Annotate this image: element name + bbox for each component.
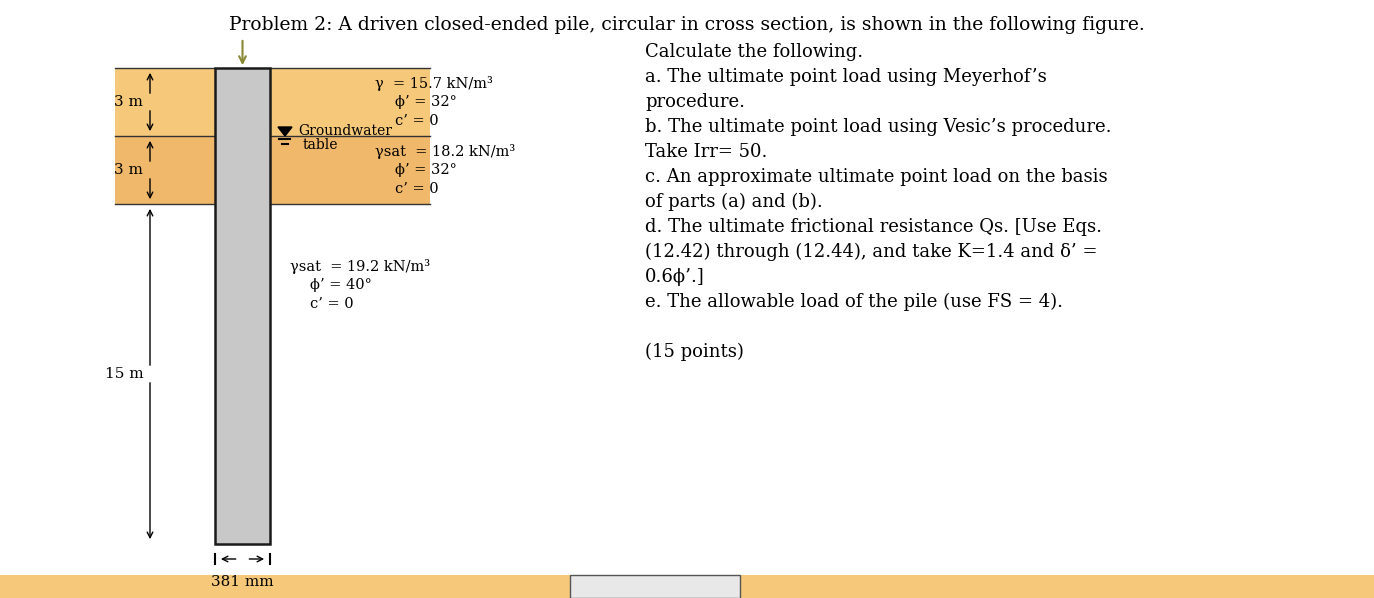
Text: 381 mm: 381 mm xyxy=(212,575,273,589)
Text: Groundwater: Groundwater xyxy=(298,124,392,138)
Bar xyxy=(0,575,1374,598)
Text: procedure.: procedure. xyxy=(644,93,745,111)
Text: c’ = 0: c’ = 0 xyxy=(311,297,353,311)
Text: Problem 2: A driven closed-ended pile, circular in cross section, is shown in th: Problem 2: A driven closed-ended pile, c… xyxy=(229,16,1145,34)
Text: d. The ultimate frictional resistance Qs. [Use Eqs.: d. The ultimate frictional resistance Qs… xyxy=(644,218,1102,236)
Text: b. The ultimate point load using Vesic’s procedure.: b. The ultimate point load using Vesic’s… xyxy=(644,118,1112,136)
Text: 0.6ϕ’.]: 0.6ϕ’.] xyxy=(644,268,705,286)
Bar xyxy=(115,68,430,136)
Text: c’ = 0: c’ = 0 xyxy=(394,182,438,196)
Text: of parts (a) and (b).: of parts (a) and (b). xyxy=(644,193,823,211)
Text: γ  = 15.7 kN/m³: γ = 15.7 kN/m³ xyxy=(375,76,493,91)
Text: a. The ultimate point load using Meyerhof’s: a. The ultimate point load using Meyerho… xyxy=(644,68,1047,86)
Text: (15 points): (15 points) xyxy=(644,343,743,361)
Text: γsat  = 18.2 kN/m³: γsat = 18.2 kN/m³ xyxy=(375,144,515,159)
Text: ϕ’ = 40°: ϕ’ = 40° xyxy=(311,278,372,292)
Text: Take Irr= 50.: Take Irr= 50. xyxy=(644,143,767,161)
Polygon shape xyxy=(278,127,293,136)
Text: c. An approximate ultimate point load on the basis: c. An approximate ultimate point load on… xyxy=(644,168,1107,186)
Text: e. The allowable load of the pile (use FS = 4).: e. The allowable load of the pile (use F… xyxy=(644,293,1063,311)
Text: 3 m: 3 m xyxy=(114,95,143,109)
Text: (12.42) through (12.44), and take K=1.4 and δ’ =: (12.42) through (12.44), and take K=1.4 … xyxy=(644,243,1098,261)
Text: 15 m: 15 m xyxy=(104,367,143,381)
Bar xyxy=(570,575,741,598)
Text: c’ = 0: c’ = 0 xyxy=(394,114,438,128)
Text: table: table xyxy=(304,138,338,152)
Text: 3 m: 3 m xyxy=(114,163,143,177)
Text: ϕ’ = 32°: ϕ’ = 32° xyxy=(394,95,458,109)
Text: ϕ’ = 32°: ϕ’ = 32° xyxy=(394,163,458,177)
Bar xyxy=(214,68,271,544)
Text: γsat  = 19.2 kN/m³: γsat = 19.2 kN/m³ xyxy=(290,259,430,274)
Text: Calculate the following.: Calculate the following. xyxy=(644,43,863,61)
Bar xyxy=(115,136,430,204)
